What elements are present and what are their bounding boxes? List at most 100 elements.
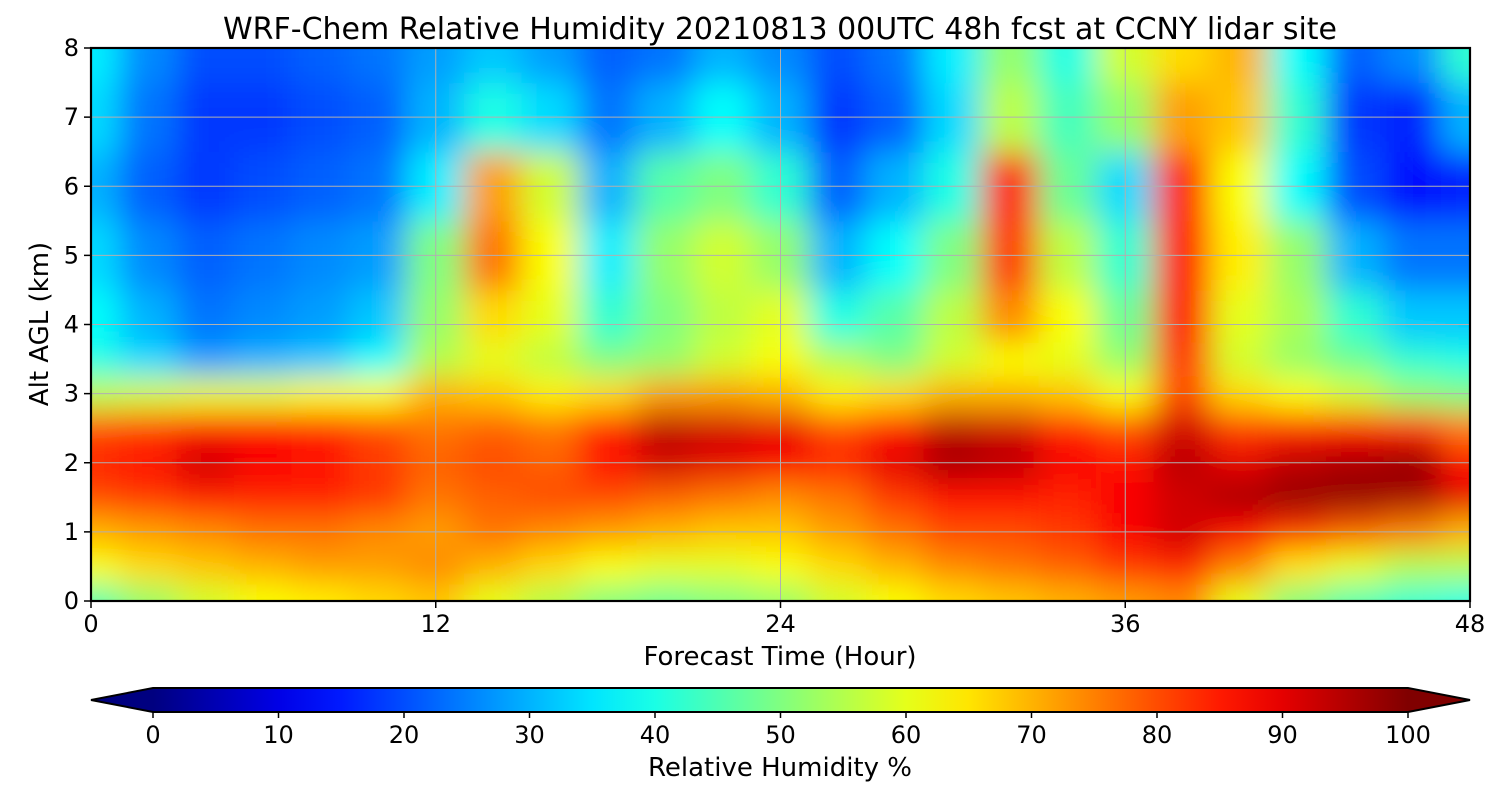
heatmap-cell (981, 410, 1040, 446)
heatmap-cell (1440, 48, 1470, 84)
heatmap-cell (1268, 410, 1327, 446)
colorbar-tick-label: 60 (891, 721, 922, 749)
heatmap-cell (636, 548, 695, 585)
heatmap-cell (463, 548, 523, 585)
heatmap-cell (808, 548, 868, 585)
heatmap-cell (1383, 410, 1442, 446)
heatmap-cell (291, 479, 351, 516)
heatmap-cell (1038, 289, 1098, 343)
heatmap-cell (1440, 479, 1470, 516)
heatmap-cell (636, 410, 695, 446)
heatmap-cell (923, 583, 983, 601)
heatmap-cell (923, 341, 983, 377)
heatmap-cell (463, 289, 523, 343)
heatmap-cell (176, 48, 236, 84)
heatmap-cell (1383, 48, 1442, 84)
heatmap-cell (119, 583, 178, 601)
colorbar-tick-label: 30 (514, 721, 545, 749)
heatmap-cell (1153, 479, 1212, 516)
heatmap-cell (578, 341, 638, 377)
heatmap-cell (176, 548, 236, 585)
heatmap-cell (234, 479, 293, 516)
heatmap-cell (1325, 479, 1385, 516)
heatmap-cell (1268, 583, 1327, 601)
heatmap-cell (1153, 410, 1212, 446)
heatmap-cell (808, 583, 868, 601)
heatmap-cell (866, 548, 925, 585)
heatmap-cell (1325, 410, 1385, 446)
heatmap-cell (981, 289, 1040, 343)
heatmap-cell (1210, 341, 1270, 377)
colorbar-extend-max (1408, 688, 1470, 712)
heatmap-cell (808, 479, 868, 516)
heatmap-cell (1210, 548, 1270, 585)
heatmap-cell (1153, 583, 1212, 601)
heatmap-cell (636, 341, 695, 377)
heatmap-cell (578, 479, 638, 516)
heatmap-cell (291, 48, 351, 84)
x-tick-label: 48 (1455, 610, 1486, 638)
heatmap-cell (1325, 548, 1385, 585)
colorbar-tick-label: 20 (389, 721, 420, 749)
heatmap-cell (463, 479, 523, 516)
y-tick-label: 5 (64, 241, 79, 269)
heatmap-cell (1038, 48, 1098, 84)
heatmap-cell (349, 548, 408, 585)
heatmap-cell (119, 410, 178, 446)
x-tick-label: 24 (765, 610, 796, 638)
heatmap-cell (521, 548, 580, 585)
heatmap-cell (1383, 548, 1442, 585)
heatmap-cell (636, 479, 695, 516)
heatmap-cell (521, 289, 580, 343)
heatmap-cell (119, 548, 178, 585)
heatmap-cell (1440, 289, 1470, 343)
colorbar-tick-label: 70 (1016, 721, 1047, 749)
heatmap-cell (291, 341, 351, 377)
heatmap-cell (923, 410, 983, 446)
heatmap-cell (866, 479, 925, 516)
heatmap-cell (578, 48, 638, 84)
heatmap-cell (349, 48, 408, 84)
colorbar-tick-label: 10 (263, 721, 294, 749)
heatmap-cell (1383, 341, 1442, 377)
y-axis-label: Alt AGL (km) (25, 242, 55, 406)
y-tick-label: 2 (64, 449, 79, 477)
x-tick-label: 0 (83, 610, 98, 638)
heatmap-cell (1325, 341, 1385, 377)
heatmap-cell (91, 479, 121, 516)
heatmap-cell (91, 410, 121, 446)
heatmap-cell (808, 48, 868, 84)
colorbar-tick-label: 90 (1267, 721, 1298, 749)
heatmap-cell (1268, 48, 1327, 84)
heatmap-cell (1210, 410, 1270, 446)
heatmap-cell (578, 583, 638, 601)
colorbar-gradient (153, 688, 1408, 712)
heatmap-cell (91, 583, 121, 601)
heatmap-cell (808, 410, 868, 446)
heatmap-cell (1440, 583, 1470, 601)
heatmap-cell (463, 48, 523, 84)
x-tick-label: 12 (420, 610, 451, 638)
heatmap-cell (1153, 341, 1212, 377)
heatmap-cell (1210, 583, 1270, 601)
heatmap-cell (91, 48, 121, 84)
heatmap-cell (91, 289, 121, 343)
colorbar-extend-min (91, 688, 153, 712)
heatmap-cell (1038, 583, 1098, 601)
heatmap-cell (234, 410, 293, 446)
heatmap-cell (119, 289, 178, 343)
heatmap-cell (176, 341, 236, 377)
heatmap-cell (1325, 583, 1385, 601)
heatmap-cell (1440, 341, 1470, 377)
heatmap-cell (693, 48, 753, 84)
heatmap-cell (693, 341, 753, 377)
colorbar-tick-label: 50 (765, 721, 796, 749)
heatmap-cell (119, 341, 178, 377)
y-axis: 0 1 2 3 4 5 6 7 8 (64, 34, 91, 615)
heatmap-cell (176, 289, 236, 343)
heatmap-cell (176, 479, 236, 516)
heatmap-cell (1210, 48, 1270, 84)
y-tick-label: 0 (64, 587, 79, 615)
heatmap-cell (1153, 48, 1212, 84)
